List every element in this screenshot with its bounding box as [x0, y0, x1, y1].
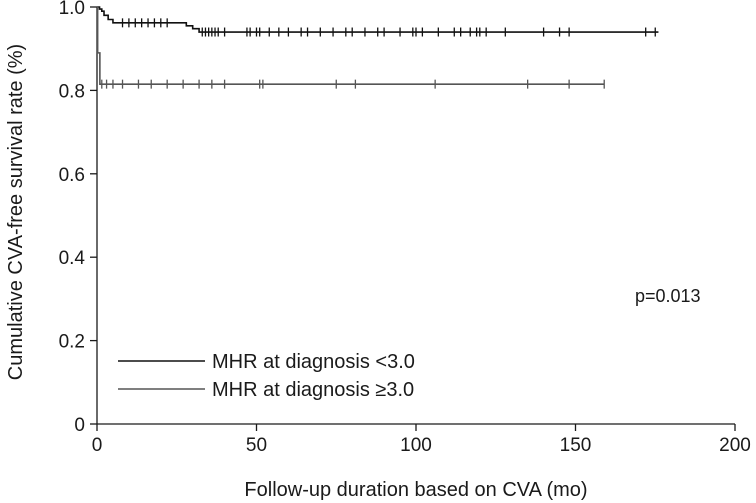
series-layer [96, 6, 659, 89]
y-tick-label: 1.0 [59, 0, 85, 19]
y-tick-label: 0 [74, 415, 85, 436]
y-tick-label: 0.4 [59, 248, 86, 269]
plot-area: 0 0.2 0.4 0.6 0.8 1.0 0 50 100 150 200 [59, 0, 751, 456]
p-value-annotation: p=0.013 [635, 286, 701, 306]
y-ticks: 0 0.2 0.4 0.6 0.8 1.0 [59, 0, 97, 436]
x-tick-label: 200 [719, 435, 751, 456]
series-1 [97, 6, 659, 37]
y-tick-label: 0.2 [59, 332, 85, 353]
y-tick-label: 0.8 [59, 81, 85, 102]
x-ticks: 0 50 100 150 200 [92, 424, 751, 456]
survival-curve-series-2 [96, 6, 605, 85]
x-tick-label: 0 [92, 435, 103, 456]
survival-curve-series-1 [97, 6, 659, 33]
legend: MHR at diagnosis <3.0 MHR at diagnosis ≥… [118, 351, 415, 401]
x-tick-label: 150 [560, 435, 592, 456]
legend-label-series-2: MHR at diagnosis ≥3.0 [212, 379, 414, 401]
x-tick-label: 100 [400, 435, 432, 456]
x-axis-title: Follow-up duration based on CVA (mo) [244, 479, 587, 501]
y-tick-label: 0.6 [59, 165, 85, 186]
series-2 [96, 6, 605, 89]
x-tick-label: 50 [246, 435, 267, 456]
legend-label-series-1: MHR at diagnosis <3.0 [212, 351, 415, 373]
y-axis-title: Cumulative CVA-free survival rate (%) [5, 44, 27, 380]
